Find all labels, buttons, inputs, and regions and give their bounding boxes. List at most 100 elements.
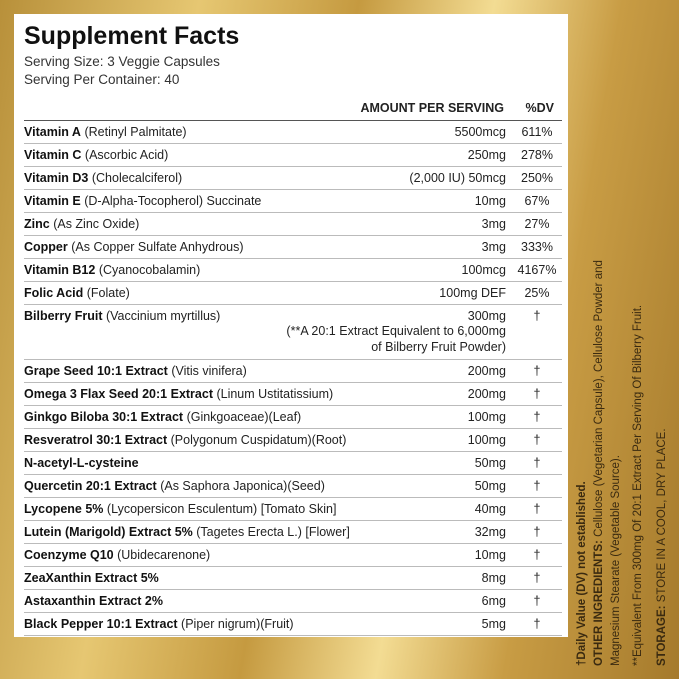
daily-value: 67% bbox=[524, 194, 550, 208]
nutrient-name: Omega 3 Flax Seed 20:1 Extract bbox=[24, 387, 213, 401]
daily-value: † bbox=[533, 502, 541, 516]
amount: 3mg bbox=[481, 240, 506, 254]
nutrient: Vitamin D3 (Cholecalciferol) bbox=[24, 171, 182, 185]
nutrient-detail: (Piper nigrum)(Fruit) bbox=[181, 617, 294, 631]
nutrient-detail: (Polygonum Cuspidatum)(Root) bbox=[170, 433, 347, 447]
nutrient: Resveratrol 30:1 Extract (Polygonum Cusp… bbox=[24, 433, 346, 447]
table-row: Vitamin B12 (Cyanocobalamin) 100mcg 4167% bbox=[24, 259, 562, 282]
table-row: Vitamin D3 (Cholecalciferol) (2,000 IU) 5… bbox=[24, 167, 562, 190]
nutrient: Vitamin E (D-Alpha-Tocopherol) Succinate bbox=[24, 194, 261, 208]
column-header: AMOUNT PER SERVING bbox=[360, 101, 504, 115]
nutrient-name: Ginkgo Biloba 30:1 Extract bbox=[24, 410, 184, 424]
dv-note: †Daily Value (DV) not established. bbox=[576, 481, 588, 666]
note: (**A 20:1 Extract Equivalent to 6,000mg bbox=[286, 324, 506, 338]
nutrient-name: Vitamin E bbox=[24, 194, 81, 208]
daily-value: 27% bbox=[524, 217, 550, 231]
nutrient-name: Bilberry Fruit bbox=[24, 309, 103, 323]
nutrient-name: Vitamin B12 bbox=[24, 263, 96, 277]
nutrient-detail: (Linum Ustitatissium) bbox=[216, 387, 334, 401]
servings-per-container: Serving Per Container: 40 bbox=[24, 72, 180, 87]
nutrient-name: ZeaXanthin Extract 5% bbox=[24, 571, 159, 585]
nutrient-name: Black Pepper 10:1 Extract bbox=[24, 617, 178, 631]
nutrient-name: Astaxanthin Extract 2% bbox=[24, 594, 163, 608]
daily-value: † bbox=[533, 479, 541, 493]
nutrient: N-acetyl-L-cysteine bbox=[24, 456, 139, 470]
daily-value: † bbox=[533, 617, 541, 631]
nutrient-detail: (Vaccinium myrtillus) bbox=[105, 309, 221, 323]
text: STORE IN A COOL, DRY PLACE. bbox=[656, 428, 668, 603]
nutrient-name: Vitamin D3 bbox=[24, 171, 89, 185]
amount: 200mg bbox=[467, 387, 506, 401]
nutrient-detail: (Ginkgoaceae)(Leaf) bbox=[186, 410, 302, 424]
table-row: Vitamin E (D-Alpha-Tocopherol) Succinate… bbox=[24, 190, 562, 213]
side-notes: †Daily Value (DV) not established. OTHER… bbox=[574, 14, 669, 666]
note: of Bilberry Fruit Powder) bbox=[371, 340, 506, 354]
nutrient-name: Coenzyme Q10 bbox=[24, 548, 114, 562]
nutrient: Vitamin B12 (Cyanocobalamin) bbox=[24, 263, 200, 277]
nutrient: Ginkgo Biloba 30:1 Extract (Ginkgoaceae)… bbox=[24, 410, 301, 424]
nutrient: Zinc (As Zinc Oxide) bbox=[24, 217, 139, 231]
nutrient-detail: (Ascorbic Acid) bbox=[84, 148, 169, 162]
daily-value: † bbox=[533, 548, 541, 562]
nutrient-name: Vitamin A bbox=[24, 125, 81, 139]
table-row: Ginkgo Biloba 30:1 Extract (Ginkgoaceae)… bbox=[24, 406, 562, 429]
table-row: Quercetin 20:1 Extract (As Saphora Japon… bbox=[24, 475, 562, 498]
equivalent-note: **Equivalent From 300mg Of 20:1 Extract … bbox=[632, 304, 644, 666]
amount: 100mcg bbox=[461, 263, 506, 277]
amount: 40mg bbox=[474, 502, 506, 516]
label: OTHER INGREDIENTS: bbox=[593, 540, 605, 666]
table-row: Grape Seed 10:1 Extract (Vitis vinifera)… bbox=[24, 360, 562, 383]
nutrient: Vitamin A (Retinyl Palmitate) bbox=[24, 125, 187, 139]
amount: 5mg bbox=[481, 617, 506, 631]
text: Cellulose (Vegetarian Capsule), Cellulos… bbox=[593, 260, 605, 537]
other-ingredients: OTHER INGREDIENTS: Cellulose (Vegetarian… bbox=[591, 14, 608, 666]
nutrient-detail: (As Saphora Japonica)(Seed) bbox=[160, 479, 325, 493]
table-row: Omega 3 Flax Seed 20:1 Extract (Linum Us… bbox=[24, 383, 562, 406]
nutrient: Bilberry Fruit (Vaccinium myrtillus) bbox=[24, 309, 220, 323]
amount: 8mg bbox=[481, 571, 506, 585]
nutrient-detail: (As Zinc Oxide) bbox=[53, 217, 140, 231]
table-row: Coenzyme Q10 (Ubidecarenone) 10mg † bbox=[24, 544, 562, 567]
daily-value: † bbox=[533, 433, 541, 447]
table-row: Vitamin C (Ascorbic Acid) 250mg 278% bbox=[24, 144, 562, 167]
amount: 250mg bbox=[467, 148, 506, 162]
table-row: Bilberry Fruit (Vaccinium myrtillus) 300m… bbox=[24, 305, 562, 360]
amount: 6mg bbox=[481, 594, 506, 608]
table-row: N-acetyl-L-cysteine 50mg † bbox=[24, 452, 562, 475]
title: Supplement Facts bbox=[24, 22, 240, 50]
storage: STORAGE: STORE IN A COOL, DRY PLACE. bbox=[654, 14, 671, 666]
table-row: ZeaXanthin Extract 5% 8mg † bbox=[24, 567, 562, 590]
daily-value: 333% bbox=[521, 240, 553, 254]
nutrient-name: Zinc bbox=[24, 217, 50, 231]
nutrient: Coenzyme Q10 (Ubidecarenone) bbox=[24, 548, 210, 562]
daily-value: † bbox=[533, 594, 541, 608]
nutrient-detail: (D-Alpha-Tocopherol) Succinate bbox=[84, 194, 262, 208]
daily-value: † bbox=[533, 571, 541, 585]
table-row: Lycopene 5% (Lycopersicon Esculentum) [T… bbox=[24, 498, 562, 521]
serving-size: Serving Size: 3 Veggie Capsules bbox=[24, 54, 220, 69]
nutrient: Vitamin C (Ascorbic Acid) bbox=[24, 148, 168, 162]
amount: 100mg bbox=[467, 433, 506, 447]
other-ingredients: Magnesium Stearate (Vegetable Source). bbox=[610, 455, 622, 666]
table-row: Folic Acid (Folate) 100mg DEF 25% bbox=[24, 282, 562, 305]
daily-value: † bbox=[533, 525, 541, 539]
amount: 200mg bbox=[467, 364, 506, 378]
nutrient: Folic Acid (Folate) bbox=[24, 286, 130, 300]
table-row: Black Pepper 10:1 Extract (Piper nigrum)… bbox=[24, 613, 562, 636]
nutrient: ZeaXanthin Extract 5% bbox=[24, 571, 159, 585]
amount: (2,000 IU) 50mcg bbox=[409, 171, 506, 185]
nutrient-detail: (As Copper Sulfate Anhydrous) bbox=[71, 240, 244, 254]
nutrient: Black Pepper 10:1 Extract (Piper nigrum)… bbox=[24, 617, 294, 631]
nutrient-name: Grape Seed 10:1 Extract bbox=[24, 364, 168, 378]
daily-value: † bbox=[533, 456, 541, 470]
amount: 10mg bbox=[474, 194, 506, 208]
nutrient: Lutein (Marigold) Extract 5% (Tagetes Er… bbox=[24, 525, 350, 539]
daily-value: 4167% bbox=[517, 263, 557, 277]
daily-value: 611% bbox=[521, 125, 553, 139]
nutrient-detail: (Cholecalciferol) bbox=[91, 171, 183, 185]
amount: 50mg bbox=[474, 456, 506, 470]
daily-value: 250% bbox=[521, 171, 553, 185]
table-row: Copper (As Copper Sulfate Anhydrous) 3mg 3… bbox=[24, 236, 562, 259]
nutrient-detail: (Cyanocobalamin) bbox=[98, 263, 201, 277]
amount: 300mg bbox=[467, 309, 506, 323]
